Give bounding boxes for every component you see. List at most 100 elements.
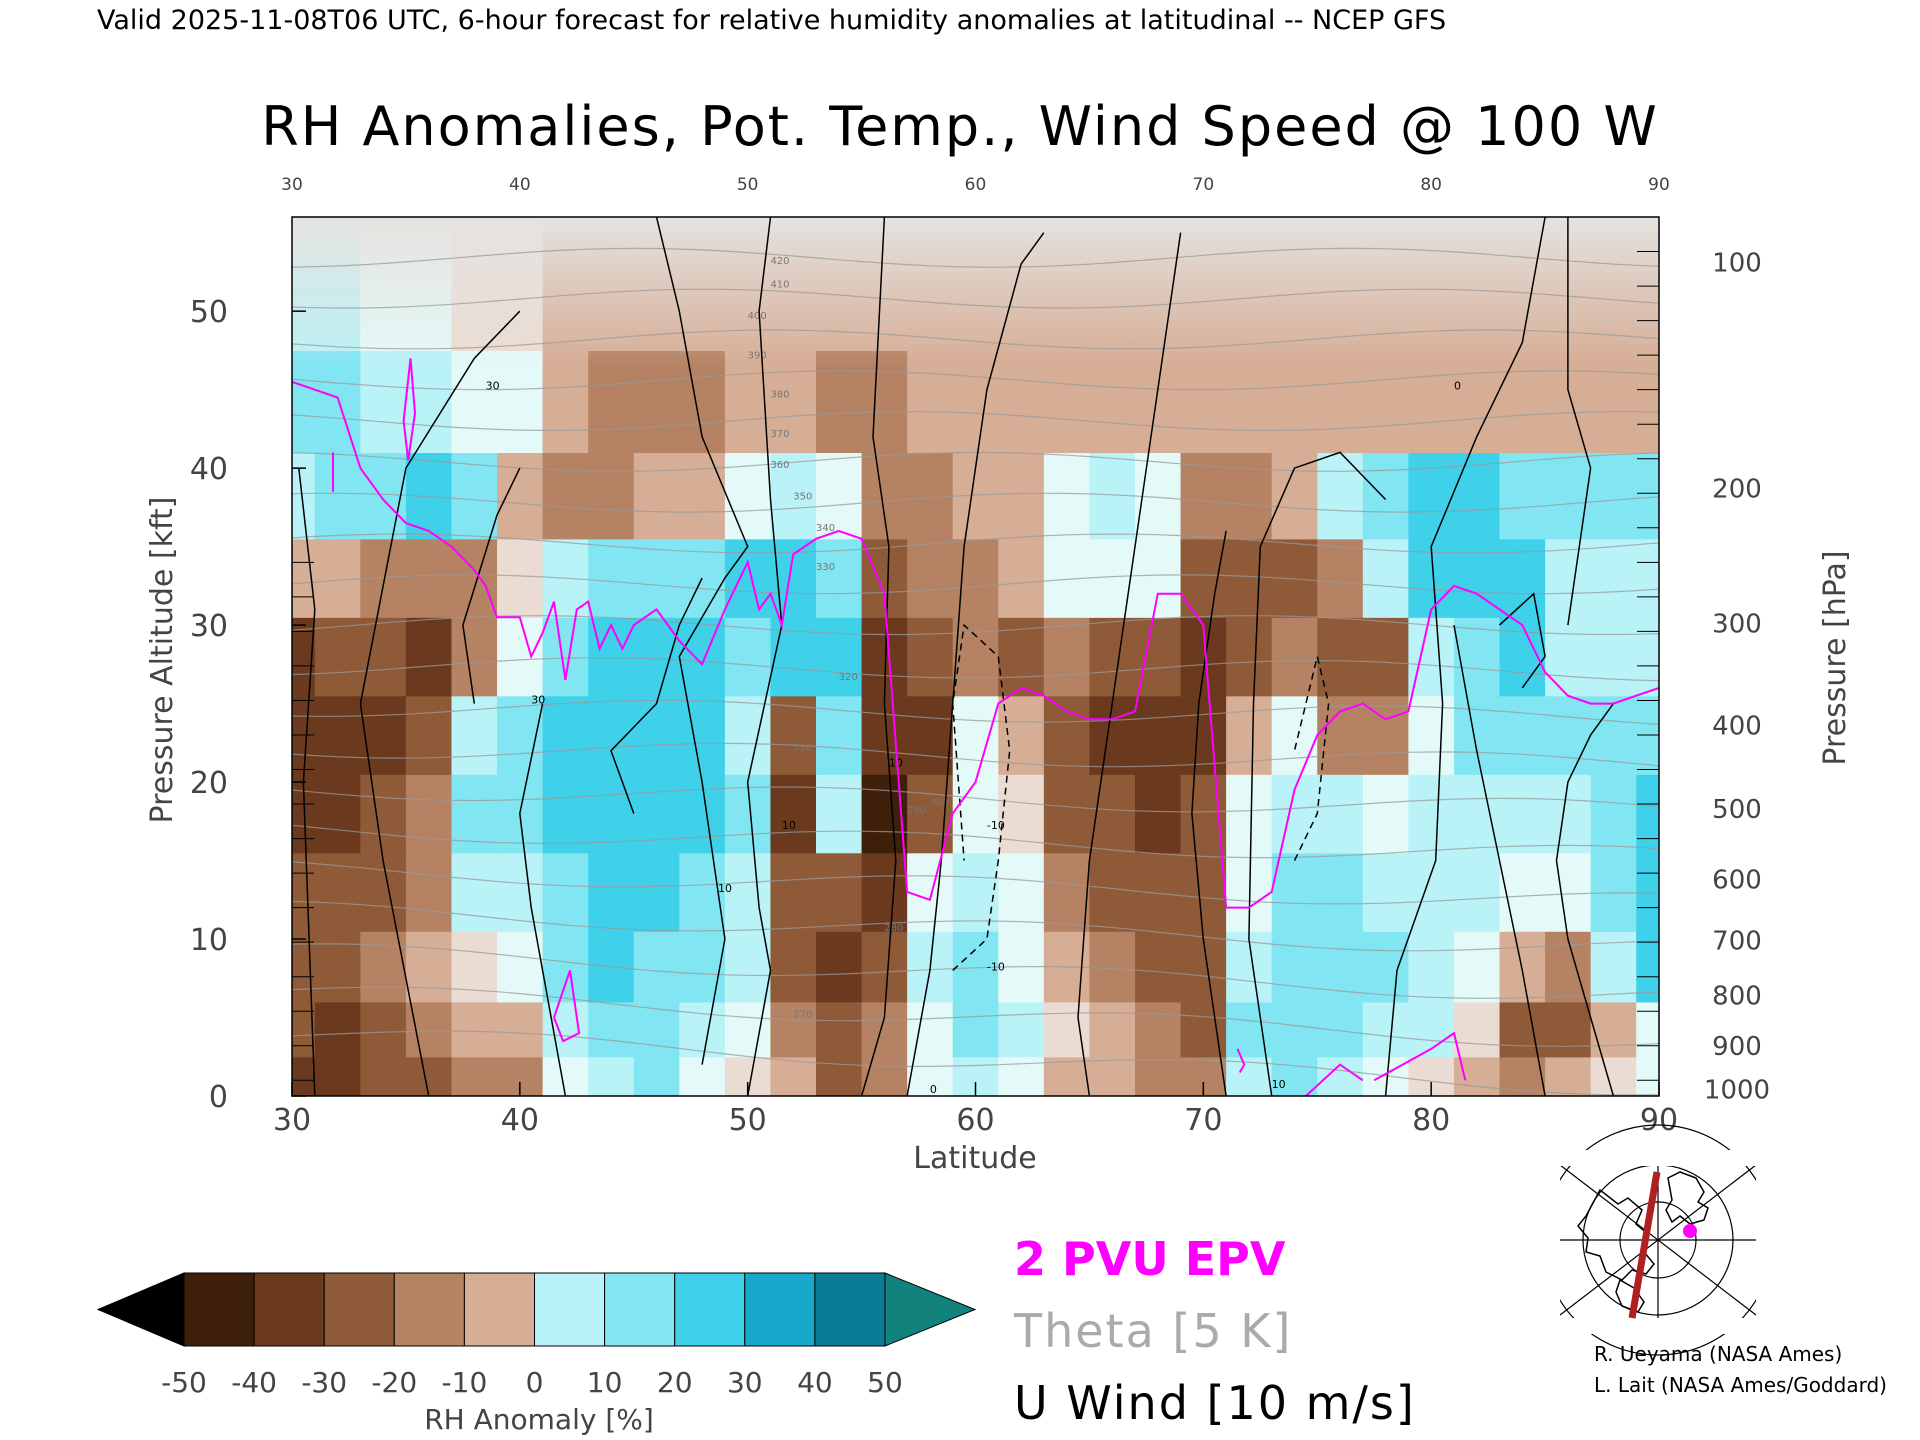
rh-cell bbox=[588, 695, 635, 775]
rh-cell bbox=[770, 1001, 817, 1058]
rh-cell bbox=[1271, 931, 1318, 1003]
rh-cell bbox=[1590, 1056, 1637, 1096]
rh-cell bbox=[1408, 695, 1455, 775]
rh-cell bbox=[542, 852, 589, 932]
rh-cell bbox=[360, 1001, 407, 1058]
rh-cell bbox=[633, 452, 680, 540]
rh-cell bbox=[542, 617, 589, 697]
rh-cell bbox=[1089, 538, 1136, 618]
credit-line-2: L. Lait (NASA Ames/Goddard) bbox=[1594, 1373, 1887, 1397]
rh-cell bbox=[1453, 852, 1501, 932]
rh-cell bbox=[1134, 695, 1182, 775]
rh-cell bbox=[451, 617, 498, 697]
theta-contour bbox=[292, 492, 1659, 513]
x-top-tick-label: 80 bbox=[1420, 175, 1442, 195]
rh-cell bbox=[405, 695, 453, 775]
colorbar-segment bbox=[183, 1272, 255, 1347]
rh-cell bbox=[314, 695, 361, 775]
theta-contour-label: 350 bbox=[793, 492, 812, 503]
colorbar-segment bbox=[814, 1272, 886, 1347]
theta-contour bbox=[292, 370, 1659, 391]
rh-cell bbox=[542, 931, 589, 1003]
rh-cell bbox=[451, 350, 498, 454]
rh-cell bbox=[724, 852, 772, 932]
rh-cell bbox=[1453, 931, 1501, 1003]
rh-cell bbox=[907, 852, 954, 932]
rh-cell bbox=[451, 1001, 498, 1058]
rh-cell bbox=[1636, 1001, 1659, 1058]
rh-cell bbox=[998, 695, 1045, 775]
colorbar-segment bbox=[534, 1272, 606, 1347]
y-tick-label: 50 bbox=[190, 295, 228, 330]
rh-cell bbox=[360, 774, 407, 854]
rh-cell bbox=[633, 695, 680, 775]
u-wind-contour bbox=[610, 577, 703, 814]
rh-cell bbox=[952, 695, 999, 775]
rh-cell bbox=[1590, 538, 1637, 618]
theta-contour bbox=[292, 786, 1659, 813]
rh-cell bbox=[588, 774, 635, 854]
rh-cell bbox=[542, 1056, 589, 1096]
rh-cell bbox=[1545, 617, 1592, 697]
colorbar-arrow-high bbox=[884, 1272, 977, 1347]
legend-epv: 2 PVU EPV bbox=[1014, 1232, 1286, 1286]
rh-cell bbox=[1362, 538, 1409, 618]
rh-cell bbox=[1362, 774, 1409, 854]
rh-cell bbox=[1317, 617, 1364, 697]
epv-fragment bbox=[553, 970, 581, 1043]
theta-contour-label: 270 bbox=[793, 1010, 812, 1021]
u-wind-contour bbox=[1248, 451, 1387, 1096]
rh-cell bbox=[1134, 1001, 1182, 1058]
theta-contour-label: 330 bbox=[816, 562, 835, 573]
rh-cell bbox=[292, 1001, 316, 1058]
rh-cell bbox=[1317, 852, 1364, 932]
rh-cell bbox=[724, 350, 772, 454]
rh-cell bbox=[1362, 617, 1409, 697]
rh-cell bbox=[1317, 452, 1364, 540]
u-wind-contour bbox=[1498, 592, 1546, 689]
u-wind-contour bbox=[1555, 687, 1659, 1096]
rh-cell bbox=[497, 931, 544, 1003]
rh-cell bbox=[292, 350, 316, 454]
rh-cell bbox=[1317, 931, 1364, 1003]
rh-cell bbox=[1134, 1056, 1182, 1096]
rh-cell bbox=[1043, 617, 1091, 697]
location-dot-icon bbox=[1683, 1224, 1697, 1238]
u-wind-contour-label: 10 bbox=[718, 882, 732, 895]
rh-cell bbox=[1362, 931, 1409, 1003]
u-wind-contour bbox=[359, 310, 521, 1096]
colorbar-tick-label: -50 bbox=[161, 1366, 207, 1399]
x-tick-label: 40 bbox=[501, 1103, 539, 1138]
u-wind-contour-label: 30 bbox=[486, 380, 500, 393]
rh-cell bbox=[497, 452, 544, 540]
rh-cell bbox=[907, 350, 954, 454]
rh-cell bbox=[1636, 1056, 1659, 1096]
credit-line-1: R. Ueyama (NASA Ames) bbox=[1594, 1342, 1842, 1366]
rh-cell bbox=[952, 774, 999, 854]
colorbar-segment bbox=[253, 1272, 325, 1347]
rh-cell bbox=[907, 452, 954, 540]
rh-cell bbox=[1180, 350, 1227, 454]
rh-cell bbox=[816, 852, 863, 932]
colorbar-segment bbox=[323, 1272, 395, 1347]
rh-cell bbox=[1271, 1001, 1318, 1058]
rh-cell bbox=[907, 1056, 954, 1096]
rh-cell bbox=[405, 538, 453, 618]
rh-cell bbox=[1089, 1056, 1136, 1096]
rh-cell bbox=[1362, 452, 1409, 540]
theta-contour bbox=[292, 824, 1659, 859]
rh-cell bbox=[1226, 452, 1273, 540]
theta-contour-label: 290 bbox=[907, 805, 926, 816]
rh-cell bbox=[724, 1001, 772, 1058]
theta-contour bbox=[292, 699, 1659, 725]
pressure-tick-label: 500 bbox=[1712, 795, 1762, 825]
colorbar-tick-label: -40 bbox=[231, 1366, 277, 1399]
rh-cell bbox=[998, 538, 1045, 618]
rh-cell bbox=[1545, 452, 1592, 540]
rh-cell bbox=[1089, 617, 1136, 697]
rh-cell bbox=[1089, 350, 1136, 454]
rh-cell bbox=[1317, 350, 1364, 454]
rh-cell bbox=[816, 774, 863, 854]
rh-cell bbox=[1271, 852, 1318, 932]
